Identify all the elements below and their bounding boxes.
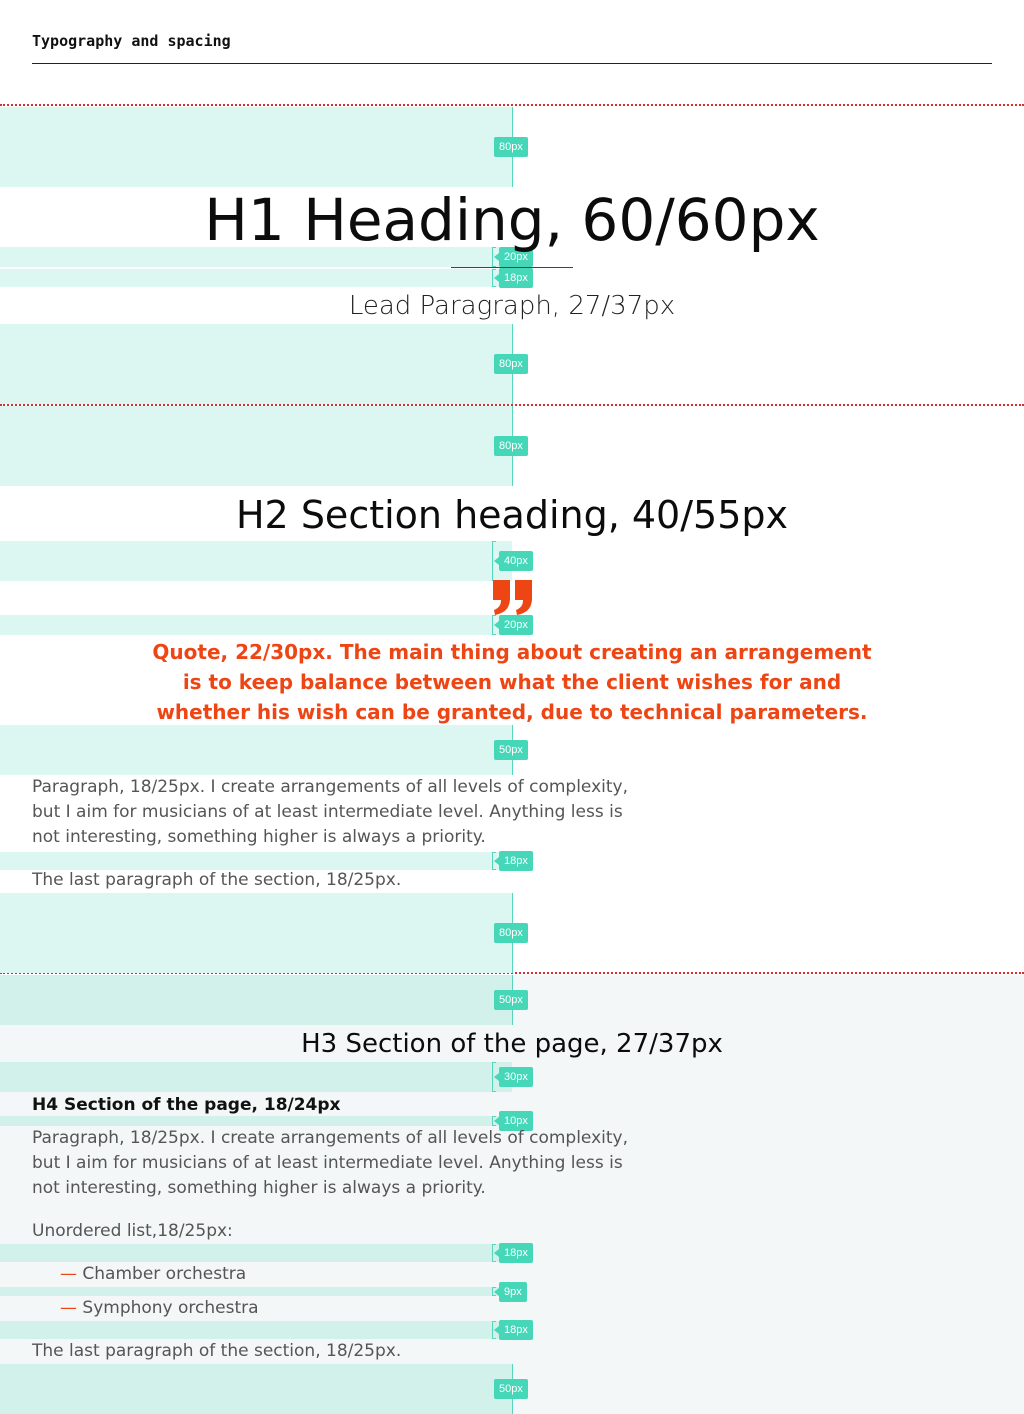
last-paragraph: The last paragraph of the section, 18/25… [32,870,402,890]
spacing-block [0,247,512,267]
section-divider [0,972,1024,974]
lead-paragraph: Lead Paragraph, 27/37px [348,291,676,321]
list-item: — Symphony orchestra [60,1296,259,1321]
spacing-block [0,406,512,486]
spacing-badge: 30px [499,1067,533,1087]
list-bullet: — [60,1264,77,1284]
spacing-block [0,107,512,187]
spacing-block [0,893,512,973]
section-divider [0,404,1024,406]
spacing-bracket [492,1062,496,1092]
spacing-block [0,1364,512,1414]
spacing-block [0,541,512,581]
spacing-badge: 20px [499,247,533,267]
spacing-badge: 20px [499,615,533,635]
last-paragraph: The last paragraph of the section, 18/25… [32,1341,402,1361]
pointer-icon [494,1117,499,1125]
spacing-badge: 50px [494,1379,528,1399]
spacing-block [0,269,512,287]
spacing-badge: 80px [494,923,528,943]
h4-heading: H4 Section of the page, 18/24px [32,1095,341,1115]
spacing-block [0,975,512,1025]
spacing-bracket [492,1321,496,1339]
spacing-badge: 80px [494,137,528,157]
list-item-label: Symphony orchestra [82,1298,259,1318]
spacing-bracket [492,615,496,635]
spacing-badge: 10px [499,1111,533,1131]
spacing-badge: 50px [494,740,528,760]
list-item-label: Chamber orchestra [82,1264,247,1284]
pointer-icon [494,621,499,629]
spacing-badge: 80px [494,354,528,374]
paragraph: Paragraph, 18/25px. I create arrangement… [32,777,629,847]
h1-heading: H1 Heading, 60/60px [204,186,820,254]
pointer-icon [494,857,499,865]
spacing-badge: 50px [494,990,528,1010]
spacing-bracket [492,852,496,870]
pointer-icon [494,253,499,261]
spacing-bracket [492,1244,496,1262]
list-item: — Chamber orchestra [60,1262,246,1287]
spacing-badge: 18px [499,1320,533,1340]
list-bullet: — [60,1298,77,1318]
spacing-block [0,324,512,404]
spacing-badge: 18px [499,268,533,288]
spacing-block [0,1244,512,1262]
pointer-icon [494,557,499,565]
spacing-block [0,852,512,870]
paragraph: Paragraph, 18/25px. I create arrangement… [32,1128,629,1198]
spacing-bracket [492,247,496,267]
h3-heading: H3 Section of the page, 27/37px [301,1029,723,1059]
heading-underline [451,267,573,268]
spacing-block [0,1287,512,1296]
pointer-icon [494,1073,499,1081]
spacing-badge: 18px [499,851,533,871]
spacing-block [0,615,512,635]
spacing-badge: 9px [499,1282,527,1302]
list-intro: Unordered list,18/25px: [32,1221,233,1241]
spacing-badge: 18px [499,1243,533,1263]
pointer-icon [494,1326,499,1334]
spacing-block [0,1062,512,1092]
pointer-icon [494,1249,499,1257]
section-divider [0,104,1024,106]
section-background [0,975,1024,1414]
spacing-badge: 80px [494,436,528,456]
quote-icon [493,580,532,615]
quote-text: Quote, 22/30px. The main thing about cre… [152,640,872,724]
spacing-badge: 40px [499,551,533,571]
spacing-bracket [492,269,496,287]
spacing-block [0,1321,512,1339]
header-divider [32,63,992,64]
pointer-icon [494,274,499,282]
pointer-icon [494,1288,499,1296]
spacing-block [0,725,512,775]
spacing-bracket [492,1116,496,1126]
h2-heading: H2 Section heading, 40/55px [235,493,788,537]
page-title: Typography and spacing [32,32,231,50]
spacing-block [0,1116,512,1126]
